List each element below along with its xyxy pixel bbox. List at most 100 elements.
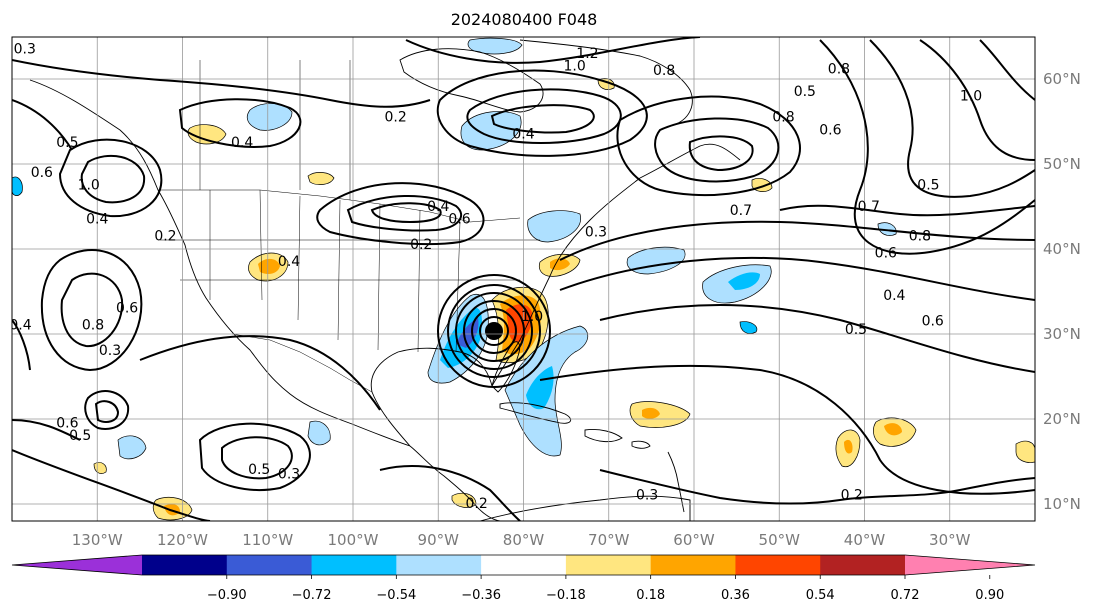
longitude-labels: 130°W 120°W 110°W 100°W 90°W 80°W 70°W 6… (72, 531, 971, 549)
colorbar-tick-label: 0.36 (721, 588, 750, 603)
canadian-arctic (519, 39, 693, 125)
colorbar-tick-label: −0.36 (461, 588, 501, 603)
lat-tick-label: 30°N (1043, 325, 1081, 343)
contour-label: 0.2 (154, 229, 176, 245)
map-plot-area: 0.3 1.21.0 0.8 0.80.5 1.00.80.60.20.40.40.50… (9, 37, 1035, 521)
florida-peninsula (491, 341, 521, 393)
colorbar-tick-label: 0.54 (806, 588, 835, 603)
contour-label: 0.4 (231, 135, 253, 151)
contour-label: 0.4 (883, 288, 905, 304)
contour-label: 0.4 (9, 318, 31, 334)
contour-label: 0.4 (86, 212, 108, 228)
contour-label: 0.6 (819, 122, 841, 138)
lat-tick-label: 60°N (1043, 70, 1081, 88)
colorbar-segment (565, 555, 652, 575)
contour-label: 0.7 (730, 203, 752, 219)
contour-label: 0.8 (653, 63, 675, 79)
colorbar: −0.90 −0.72 −0.54 −0.36 −0.18 0.18 0.36 0.54 0.7… (11, 554, 1036, 603)
contour-label: 0.4 (512, 127, 534, 143)
contour-label: 0.2 (465, 496, 487, 512)
contour-label: 0.5 (845, 322, 867, 338)
contour-label: 0.3 (99, 343, 121, 359)
lon-tick-label: 100°W (328, 531, 379, 549)
contour-label: 1.2 (576, 46, 598, 62)
lon-tick-label: 90°W (418, 531, 460, 549)
contour-label: 0.2 (410, 237, 432, 253)
lon-tick-label: 40°W (844, 531, 886, 549)
contour-label: 0.8 (828, 61, 850, 77)
coastlines (29, 39, 741, 521)
contour-label: 0.3 (14, 42, 36, 58)
colorbar-segment (650, 555, 736, 575)
colorbar-segment (820, 555, 906, 575)
lat-tick-label: 50°N (1043, 155, 1081, 173)
lat-tick-label: 20°N (1043, 410, 1081, 428)
colorbar-tick-label: 0.18 (636, 588, 665, 603)
contour-label: 0.3 (636, 488, 658, 504)
lat-tick-label: 10°N (1043, 495, 1081, 513)
us-mexico-border (231, 333, 373, 393)
colorbar-tick-label: 0.72 (891, 588, 920, 603)
contour-label: 0.2 (384, 110, 406, 126)
negative-core-atlantic (526, 366, 554, 410)
contour-label: 1.0 (521, 309, 543, 325)
contour-label: 0.6 (875, 246, 897, 262)
lat-tick-label: 40°N (1043, 240, 1081, 258)
north-america-west-coast (29, 79, 411, 447)
lon-tick-label: 60°W (673, 531, 715, 549)
lon-tick-label: 80°W (503, 531, 545, 549)
puerto-rico (631, 440, 651, 449)
contour-labels: 0.3 1.21.0 0.8 0.80.5 1.00.80.60.20.40.40.50… (9, 42, 982, 512)
south-america-north (479, 495, 691, 521)
contour-label: 0.5 (248, 462, 270, 478)
positive-inner-storm (506, 304, 533, 343)
shaded-field (12, 37, 1035, 521)
lon-tick-label: 50°W (759, 531, 801, 549)
contour-label: 0.4 (278, 254, 300, 270)
colorbar-tick-label: −0.54 (376, 588, 416, 603)
hispaniola (584, 429, 623, 443)
contour-label: 0.5 (794, 84, 816, 100)
contour-label: 0.6 (56, 415, 78, 431)
contour-label: 0.5 (917, 178, 939, 194)
northeast-coast (639, 143, 741, 179)
contour-label: 0.5 (56, 135, 78, 151)
cuba (499, 402, 572, 424)
contour-label: 0.8 (82, 318, 104, 334)
colorbar-segment (142, 555, 228, 575)
contour-label: 1.0 (78, 178, 100, 194)
map-title: 2024080400 F048 (451, 10, 598, 29)
contour-label: 0.6 (31, 165, 53, 181)
colorbar-segment (311, 555, 397, 575)
contour-label: 0.7 (858, 199, 880, 215)
lon-tick-label: 130°W (72, 531, 123, 549)
contour-label: 1.0 (960, 88, 982, 104)
colorbar-tick-label: −0.18 (546, 588, 586, 603)
lon-tick-label: 30°W (929, 531, 971, 549)
central-america (409, 445, 501, 521)
lon-tick-label: 70°W (588, 531, 630, 549)
contour-label: 0.4 (427, 199, 449, 215)
contour-label: 0.2 (841, 488, 863, 504)
contour-label: 0.3 (278, 466, 300, 482)
contour-label: 0.5 (69, 428, 91, 444)
colorbar-extend-low (12, 555, 142, 575)
lon-tick-label: 110°W (242, 531, 293, 549)
contour-label: 0.6 (448, 212, 470, 228)
hudson-bay (399, 48, 544, 113)
storm-center-marker (485, 322, 503, 340)
colorbar-extend-high (905, 555, 1035, 575)
colorbar-segment (481, 555, 567, 575)
contour-label: 1.0 (564, 59, 586, 75)
lon-tick-label: 120°W (157, 531, 208, 549)
contour-label: 0.6 (922, 313, 944, 329)
colorbar-segment (396, 555, 482, 575)
colorbar-segment (226, 555, 313, 575)
colorbar-outline (11, 554, 1036, 576)
colorbar-segment (735, 555, 821, 575)
contour-label: 0.6 (116, 301, 138, 317)
contour-lines (12, 37, 1035, 521)
latitude-labels: 10°N 20°N 30°N 40°N 50°N 60°N (1043, 70, 1081, 513)
map-frame (11, 36, 1036, 522)
